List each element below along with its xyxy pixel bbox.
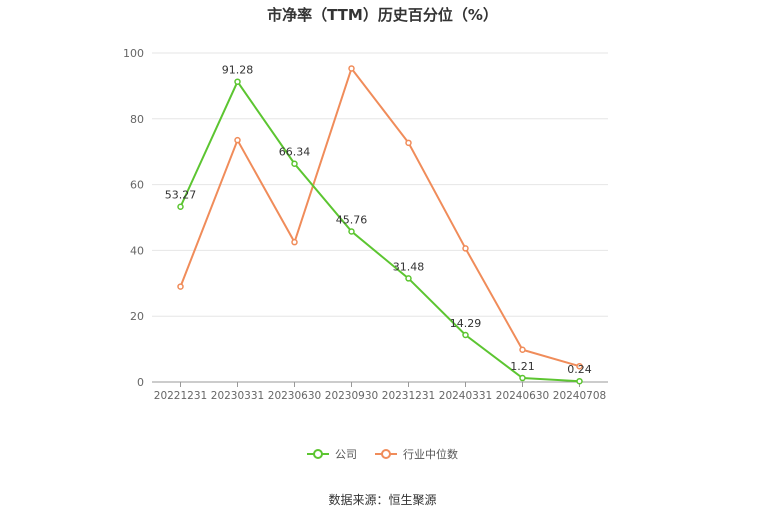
y-tick-label: 80 [130,113,144,126]
data-point [291,238,298,246]
data-label: 14.29 [450,317,482,330]
data-point [519,374,526,382]
data-point [177,203,184,210]
legend: 公司 行业中位数 [0,446,765,462]
axis-layer: 0 20 40 60 80 100 20221231 20230331 20230630 2023… [123,47,608,402]
y-tick-label: 100 [123,47,144,60]
legend-label: 行业中位数 [403,448,458,461]
data-point [234,136,241,144]
data-label-layer: 53.27 91.28 66.34 45.76 31.48 14.29 1.21 0.24 [165,64,592,377]
series-line [179,66,580,368]
grid-layer [152,52,608,317]
series-line [179,79,580,383]
x-tick-label: 20230930 [325,390,378,402]
series-layer [177,65,583,385]
x-tick-label: 20240630 [496,390,549,402]
legend-item[interactable]: 行业中位数 [375,446,458,462]
data-point [576,377,583,385]
x-tick-label: 20231231 [382,390,435,402]
data-point [519,346,526,354]
y-tick-label: 40 [130,244,144,257]
x-tick-label: 20221231 [154,390,207,402]
data-point [462,331,469,339]
data-point [405,275,412,282]
data-point [348,65,355,72]
data-point [462,245,469,252]
x-tick-label: 20240708 [553,390,606,402]
data-point [291,160,298,167]
data-label: 31.48 [393,260,425,273]
data-point [234,78,241,85]
y-tick-label: 60 [130,179,144,192]
legend-swatch-icon [307,449,329,459]
x-tick-label: 20230331 [211,390,264,402]
chart-title: 市净率（TTM）历史百分位（%） [267,6,498,24]
data-point [405,139,412,147]
legend-item[interactable]: 公司 [307,446,357,462]
data-label: 53.27 [165,189,197,202]
x-tick-label: 20240331 [439,390,492,402]
data-label: 66.34 [279,146,311,159]
data-point [348,228,355,235]
data-point [177,283,184,290]
y-tick-label: 20 [130,310,144,323]
data-point [576,362,583,370]
y-tick-label: 0 [137,376,144,389]
legend-swatch-icon [375,449,397,459]
source-note: 数据来源：恒生聚源 [328,493,437,507]
data-label: 1.21 [510,360,535,373]
x-tick-label: 20230630 [268,390,321,402]
legend-label: 公司 [335,448,357,461]
data-label: 45.76 [336,213,368,226]
data-label: 0.24 [567,363,592,376]
data-label: 91.28 [222,64,254,77]
